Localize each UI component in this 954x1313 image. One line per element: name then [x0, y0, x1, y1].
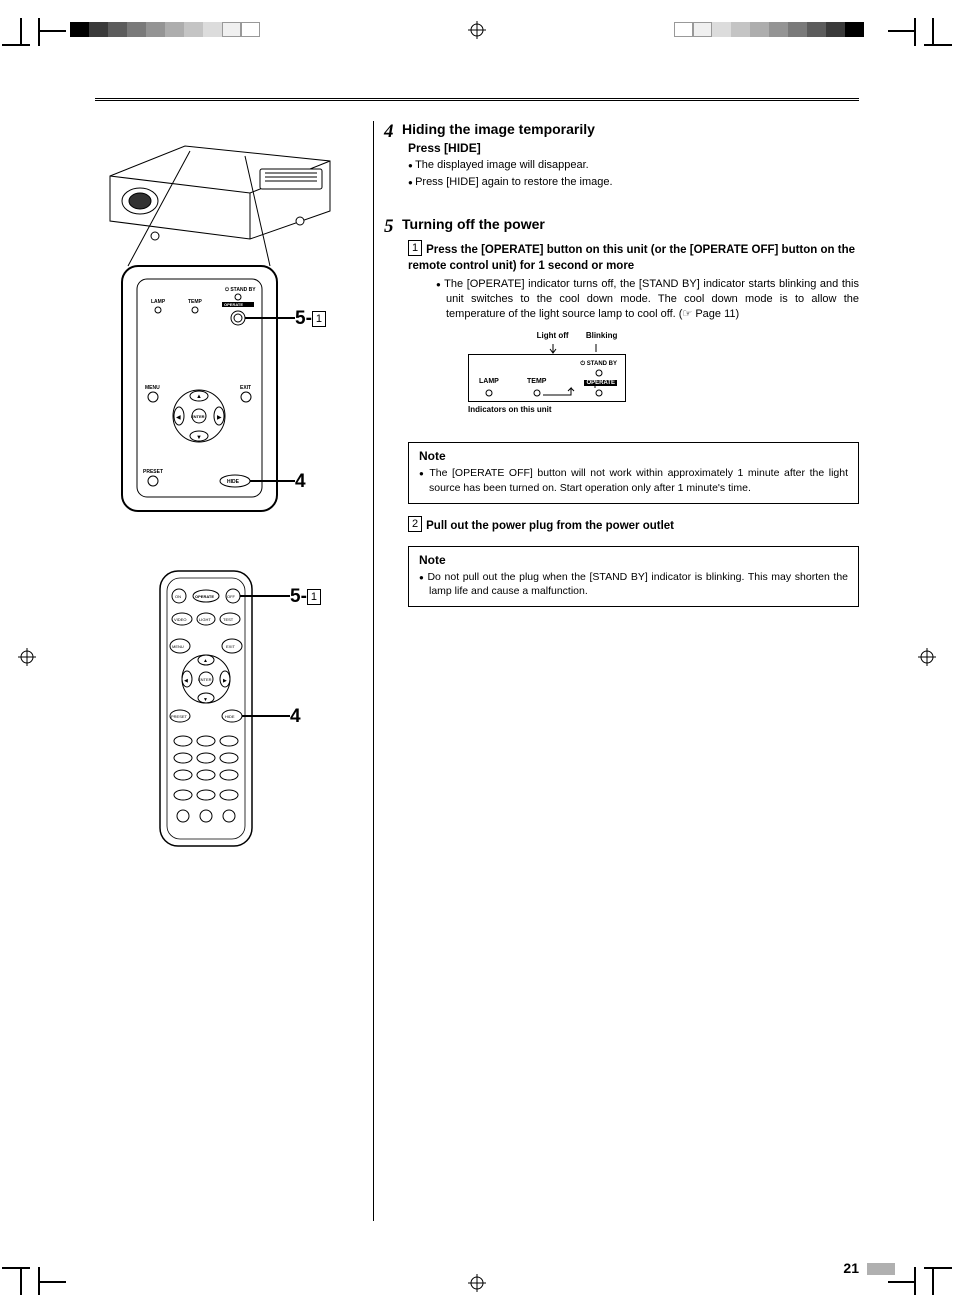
- step-4-number: 4: [384, 121, 394, 143]
- substep-1-box: 1: [408, 240, 422, 256]
- note-2-text: Do not pull out the plug when the [STAND…: [419, 570, 848, 598]
- svg-text:TEST: TEST: [223, 617, 234, 622]
- svg-text:MENU: MENU: [172, 644, 184, 649]
- svg-text:EXIT: EXIT: [240, 385, 251, 391]
- step-5-substep-2: 2 Pull out the power plug from the power …: [408, 516, 859, 534]
- svg-text:HIDE: HIDE: [225, 714, 235, 719]
- svg-text:PRESET: PRESET: [143, 469, 163, 475]
- svg-text:▲: ▲: [203, 658, 208, 664]
- svg-text:◀: ◀: [176, 415, 181, 421]
- substep-2-box: 2: [408, 516, 422, 532]
- svg-text:ENTER: ENTER: [191, 414, 205, 419]
- svg-text:PRESET: PRESET: [171, 714, 188, 719]
- svg-text:TEMP: TEMP: [188, 299, 203, 305]
- substep-2-title: Pull out the power plug from the power o…: [426, 520, 674, 532]
- step-4-subheading: Press [HIDE]: [408, 141, 859, 155]
- callout-remote-operate: 5-1: [290, 586, 321, 608]
- callout-panel-hide: 4: [295, 471, 306, 493]
- step-4-bullets: The displayed image will disappear. Pres…: [408, 158, 859, 190]
- svg-text:▶: ▶: [217, 415, 222, 421]
- page-number: 21: [843, 1260, 859, 1276]
- svg-text:HIDE: HIDE: [227, 479, 240, 485]
- instructions-column: 4 Hiding the image temporarily Press [HI…: [373, 121, 859, 1221]
- svg-text:▼: ▼: [203, 697, 208, 703]
- svg-text:▶: ▶: [223, 678, 227, 684]
- svg-text:LIGHT: LIGHT: [199, 617, 211, 622]
- callout-panel-operate: 5-1: [295, 308, 326, 330]
- note-2-title: Note: [419, 553, 848, 567]
- indicator-label-lightoff: Light off: [537, 331, 569, 340]
- svg-text:EXIT: EXIT: [226, 644, 235, 649]
- svg-text:▼: ▼: [196, 435, 202, 441]
- note-1-text: The [OPERATE OFF] button will not work w…: [419, 466, 848, 494]
- indicator-label-blinking: Blinking: [586, 331, 618, 340]
- svg-text:ENTER: ENTER: [198, 677, 212, 682]
- indicator-diagram: Light off Blinking ⏻ STAND BY LAMP TEMP …: [468, 331, 626, 414]
- step-4-title: Hiding the image temporarily: [402, 121, 859, 137]
- step-5-number: 5: [384, 216, 394, 238]
- svg-text:LAMP: LAMP: [151, 299, 166, 305]
- svg-text:OPERATE: OPERATE: [195, 594, 214, 599]
- svg-text:◀: ◀: [184, 678, 188, 684]
- color-bar-right: [674, 22, 864, 37]
- left-figures-column: ⏻ STAND BY LAMP TEMP OPERATE MENU EXIT: [95, 121, 355, 861]
- svg-text:OFF: OFF: [227, 594, 236, 599]
- substep-1-bullet: The [OPERATE] indicator turns off, the […: [436, 277, 859, 322]
- remote-control-figure: ON OPERATE OFF VIDEO LIGHT TEST MENU EXI…: [95, 561, 355, 861]
- page-tab-icon: [867, 1263, 895, 1275]
- step-5-substep-1: 1Press the [OPERATE] button on this unit…: [408, 240, 859, 415]
- note-box-1: Note The [OPERATE OFF] button will not w…: [408, 442, 859, 503]
- color-bar-left: [70, 22, 260, 37]
- svg-text:VIDEO: VIDEO: [174, 617, 186, 622]
- step-4: 4 Hiding the image temporarily Press [HI…: [384, 121, 859, 190]
- svg-text:OPERATE: OPERATE: [224, 302, 243, 307]
- bullet-text: Press [HIDE] again to restore the image.: [408, 175, 859, 190]
- step-5: 5 Turning off the power 1Press the [OPER…: [384, 216, 859, 608]
- svg-text:MENU: MENU: [145, 385, 160, 391]
- step-5-title: Turning off the power: [402, 216, 859, 232]
- svg-text:ON: ON: [175, 594, 181, 599]
- substep-1-title: Press the [OPERATE] button on this unit …: [408, 244, 855, 272]
- note-1-title: Note: [419, 449, 848, 463]
- svg-text:⏻ STAND BY: ⏻ STAND BY: [225, 287, 256, 293]
- indicator-caption: Indicators on this unit: [468, 405, 626, 414]
- note-box-2: Note Do not pull out the plug when the […: [408, 546, 859, 607]
- projector-panel-figure: ⏻ STAND BY LAMP TEMP OPERATE MENU EXIT: [95, 121, 355, 521]
- svg-text:▲: ▲: [196, 394, 202, 400]
- page-content: ⏻ STAND BY LAMP TEMP OPERATE MENU EXIT: [95, 98, 859, 1248]
- callout-remote-hide: 4: [290, 706, 301, 728]
- bullet-text: The displayed image will disappear.: [408, 158, 859, 173]
